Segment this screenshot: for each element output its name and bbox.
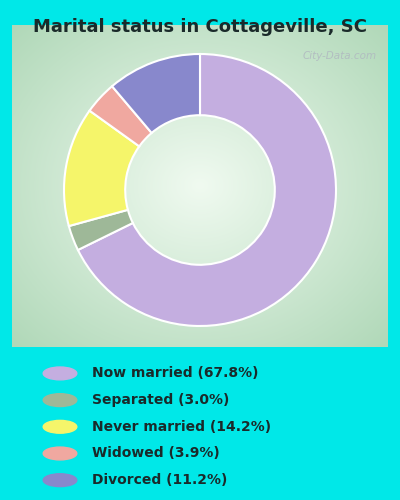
Text: Separated (3.0%): Separated (3.0%): [92, 393, 229, 407]
Text: Marital status in Cottageville, SC: Marital status in Cottageville, SC: [33, 18, 367, 36]
Text: Now married (67.8%): Now married (67.8%): [92, 366, 258, 380]
Wedge shape: [90, 86, 152, 146]
Text: Widowed (3.9%): Widowed (3.9%): [92, 446, 220, 460]
Wedge shape: [112, 54, 200, 133]
Circle shape: [43, 420, 77, 433]
Circle shape: [43, 367, 77, 380]
Text: City-Data.com: City-Data.com: [302, 51, 377, 61]
Text: Never married (14.2%): Never married (14.2%): [92, 420, 271, 434]
Text: Divorced (11.2%): Divorced (11.2%): [92, 473, 227, 487]
Wedge shape: [78, 54, 336, 326]
Circle shape: [43, 394, 77, 406]
Wedge shape: [64, 110, 139, 226]
Wedge shape: [69, 210, 133, 250]
Circle shape: [43, 447, 77, 460]
Circle shape: [43, 474, 77, 486]
